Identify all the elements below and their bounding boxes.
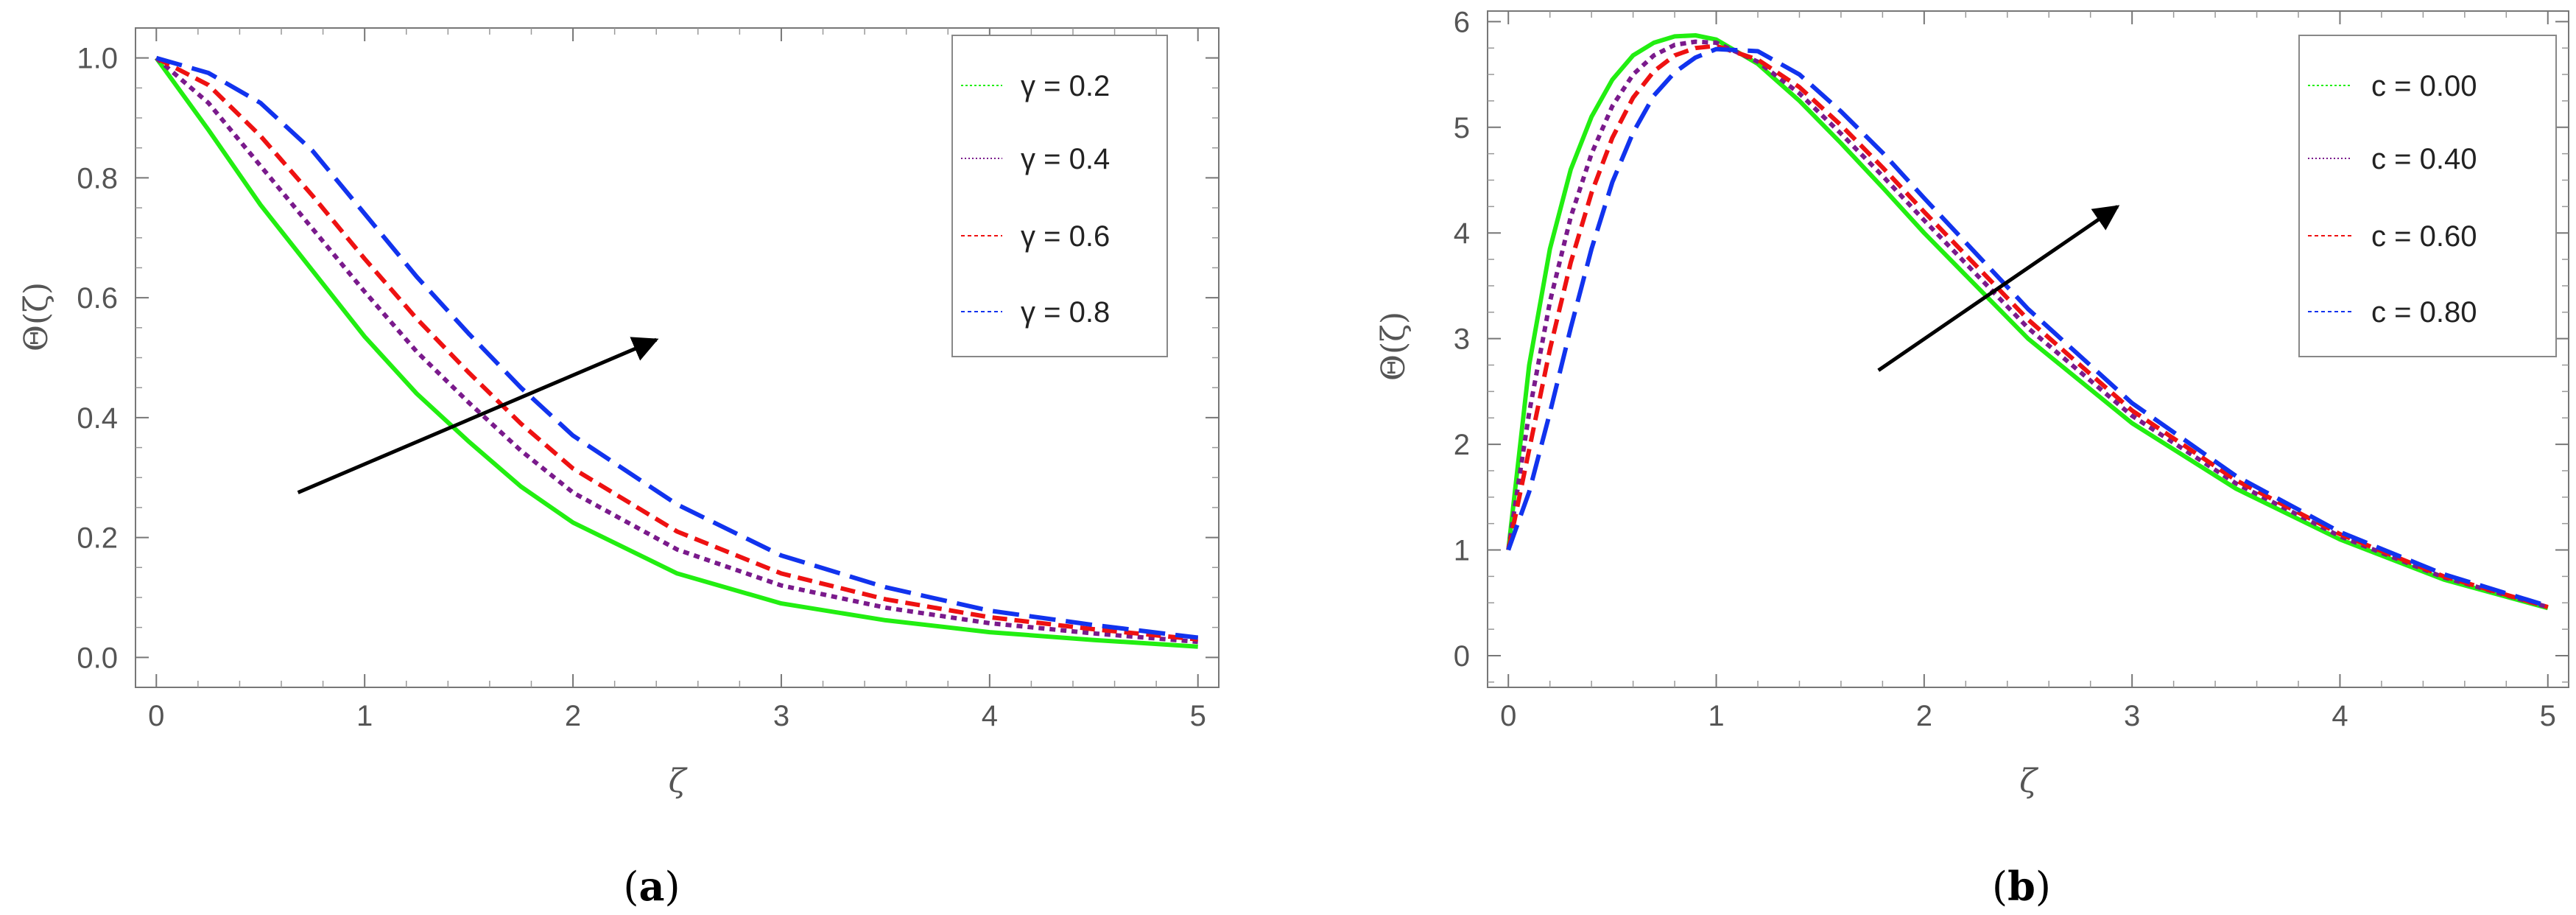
y-tick-label: 6 [1454,6,1470,38]
x-tick-label: 3 [773,700,789,732]
panel-label-paren: ( [623,863,638,910]
x-tick-label: 5 [1190,700,1206,732]
legend-label-3: c = 0.60 [2371,220,2477,253]
y-tick-label: 1.0 [77,43,118,75]
panel-label-paren: ) [2035,863,2051,910]
y-axis-title: Θ(ζ) [1375,312,1412,381]
legend-label-2: c = 0.40 [2371,143,2477,175]
x-tick-label: 2 [1916,700,1932,732]
panel-label: (b) [1992,863,2051,910]
series-line-3 [155,56,1198,642]
x-tick-label: 0 [148,700,164,732]
plot-frame [1487,10,2569,688]
legend-label-1: c = 0.00 [2371,70,2477,102]
trend-arrow [297,337,659,494]
y-tick-label: 0.6 [77,282,118,315]
legend-box [951,35,1168,357]
x-tick-label: 3 [2124,700,2140,732]
series-line-3 [1506,43,2549,609]
x-axis-title: ζ [669,762,689,800]
x-tick-label: 5 [2540,700,2556,732]
y-tick-label: 4 [1454,217,1470,250]
panel-label-paren: ( [1992,863,2007,910]
x-tick-label: 4 [2332,700,2348,732]
x-tick-label: 1 [1708,700,1724,732]
legend-label-3: γ = 0.6 [1021,220,1110,253]
y-tick-label: 1 [1454,535,1470,567]
series-line-1 [154,56,1198,649]
y-tick-label: 0.4 [77,402,118,435]
series-line-4 [155,55,1199,640]
y-axis-title: Θ(ζ) [18,282,55,351]
trend-arrow [1877,205,2120,372]
legend-box [2298,35,2557,357]
panel-a: 0 1 2 3 4 5 0.0 0.2 0.4 0.6 0.8 1.0 ζ Θ(ζ) γ = 0.2 γ = … [18,27,1220,910]
series-line-4 [1506,46,2549,609]
x-axis-title: ζ [2019,762,2039,800]
panel-b: 0 1 2 3 4 5 0 1 2 3 4 5 6 ζ Θ(ζ) c = 0.00 c = 0.40 c = 0.… [1375,6,2569,910]
y-tick-label: 0.8 [77,162,118,194]
panel-label-letter: a [639,863,665,910]
series-line-2 [155,56,1198,645]
y-tick-label: 0.2 [77,522,118,555]
panel-label: (a) [623,863,680,910]
y-tick-label: 2 [1454,429,1470,461]
y-tick-label: 0.0 [77,642,118,674]
legend-label-1: γ = 0.2 [1021,70,1110,102]
legend-label-4: γ = 0.8 [1021,296,1110,329]
y-tick-label: 0 [1454,640,1470,673]
x-tick-label: 0 [1500,700,1516,732]
y-tick-label: 5 [1454,112,1470,144]
x-tick-label: 2 [565,700,581,732]
panel-label-letter: b [2007,863,2035,910]
x-tick-label: 1 [356,700,373,732]
legend-label-2: γ = 0.4 [1021,143,1110,175]
panel-label-paren: ) [665,863,680,910]
x-tick-label: 4 [982,700,998,732]
y-tick-label: 3 [1454,323,1470,356]
legend-label-4: c = 0.80 [2371,296,2477,329]
